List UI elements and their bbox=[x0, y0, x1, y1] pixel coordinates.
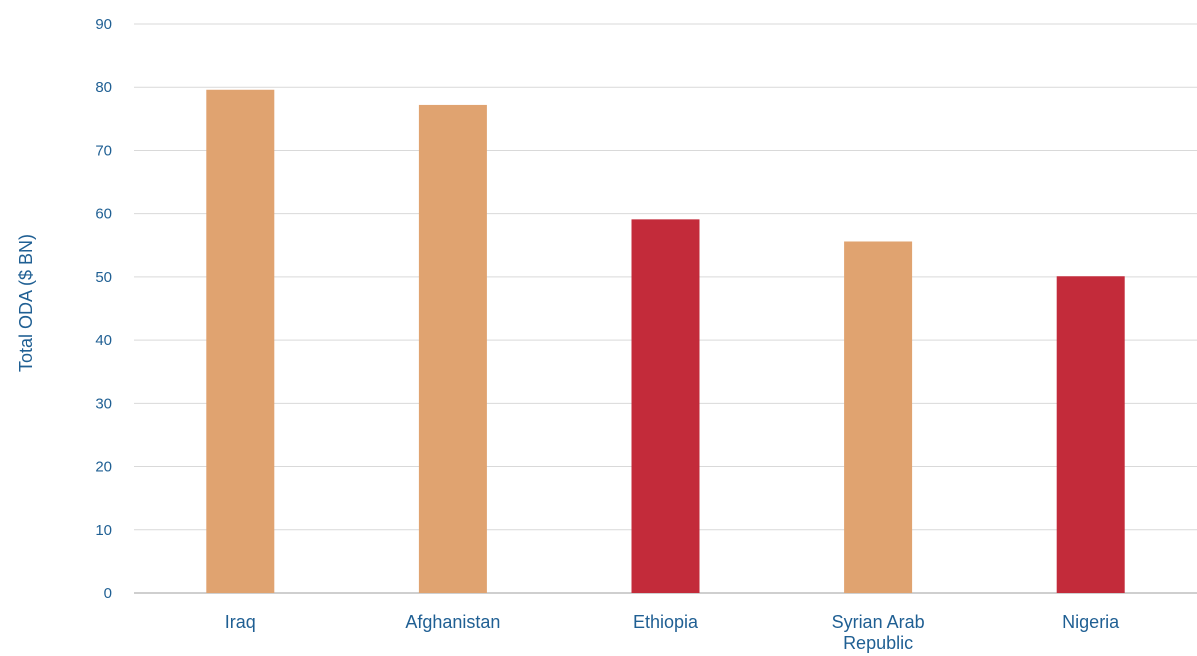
x-tick-label-line: Syrian Arab bbox=[832, 612, 925, 632]
bar bbox=[206, 89, 275, 594]
y-tick-label: 70 bbox=[95, 142, 112, 159]
bars bbox=[206, 89, 1125, 594]
x-tick-label-line: Ethiopia bbox=[633, 612, 699, 632]
y-tick-label: 60 bbox=[95, 206, 112, 223]
x-tick-label: Ethiopia bbox=[633, 612, 699, 632]
x-tick-label-line: Republic bbox=[843, 633, 913, 653]
y-tick-label: 20 bbox=[95, 459, 112, 476]
x-axis-labels: Iraq Afghanistan Ethiopia Syrian Arab Republ… bbox=[225, 612, 1120, 653]
bar bbox=[418, 104, 487, 594]
x-tick-label-line: Nigeria bbox=[1062, 612, 1120, 632]
x-tick-label-line: Afghanistan bbox=[405, 612, 500, 632]
y-axis-title: Total ODA ($ BN) bbox=[16, 234, 36, 372]
x-tick-label-line: Iraq bbox=[225, 612, 256, 632]
y-axis-ticks: 0 10 20 30 40 50 60 70 80 90 bbox=[95, 16, 112, 602]
bar bbox=[1056, 276, 1125, 593]
y-tick-label: 30 bbox=[95, 395, 112, 412]
x-tick-label: Syrian Arab Republic bbox=[832, 612, 925, 653]
x-tick-label: Afghanistan bbox=[405, 612, 500, 632]
y-tick-label: 40 bbox=[95, 332, 112, 349]
y-tick-label: 80 bbox=[95, 79, 112, 96]
x-tick-label: Iraq bbox=[225, 612, 256, 632]
y-tick-label: 90 bbox=[95, 16, 112, 33]
bar bbox=[631, 219, 700, 593]
bar bbox=[844, 241, 913, 594]
y-tick-label: 0 bbox=[104, 585, 112, 602]
y-tick-label: 10 bbox=[95, 522, 112, 539]
x-tick-label: Nigeria bbox=[1062, 612, 1120, 632]
y-tick-label: 50 bbox=[95, 269, 112, 286]
